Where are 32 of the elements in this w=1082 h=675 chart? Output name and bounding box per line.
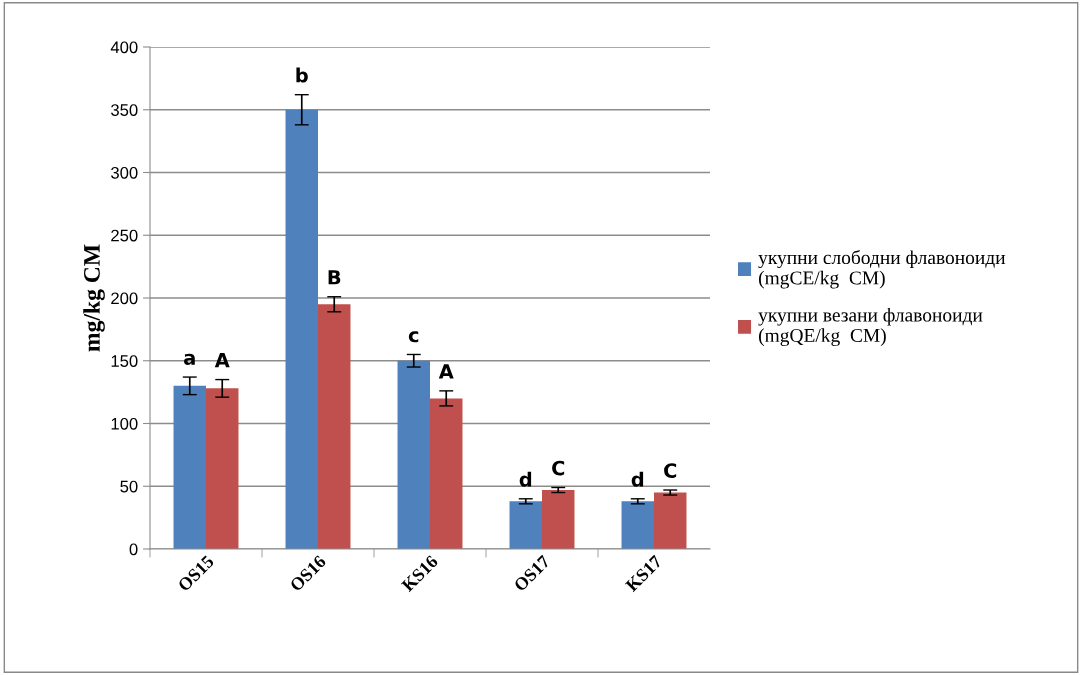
- bar: [318, 304, 351, 549]
- data-label: A: [214, 353, 230, 368]
- bar: [285, 109, 318, 549]
- y-tick-label: 200: [111, 292, 138, 305]
- y-tick-label: 150: [111, 355, 138, 367]
- data-label: B: [328, 270, 341, 285]
- y-axis-title: mg/kg СМ: [83, 244, 105, 352]
- data-label: C: [664, 463, 677, 478]
- y-tick-label: 350: [111, 104, 138, 116]
- bar: [397, 360, 430, 549]
- bar: [173, 385, 206, 549]
- data-label: a: [184, 353, 195, 365]
- legend-label: укупни везани флавоноиди (mgQE/kg СМ): [758, 307, 983, 347]
- data-label: c: [408, 331, 419, 343]
- y-tick-label: 50: [120, 480, 138, 493]
- bar: [509, 501, 542, 549]
- y-tick-label: 250: [111, 229, 138, 242]
- legend-label: укупни слободни флавоноиди (mgCE/kg СМ): [758, 249, 1006, 289]
- bar: [621, 501, 654, 549]
- y-tick-label: 100: [111, 417, 138, 430]
- bar: [654, 492, 687, 549]
- data-label: b: [296, 67, 308, 83]
- bar: [430, 398, 463, 549]
- data-label: d: [519, 471, 532, 487]
- bar: [542, 490, 575, 549]
- y-tick-label: 400: [110, 41, 138, 54]
- y-tick-label: 300: [111, 166, 138, 179]
- data-label: A: [438, 364, 454, 379]
- y-tick-label: 0: [129, 543, 138, 556]
- bar: [206, 388, 239, 549]
- data-label: C: [552, 460, 565, 476]
- data-label: d: [631, 471, 644, 487]
